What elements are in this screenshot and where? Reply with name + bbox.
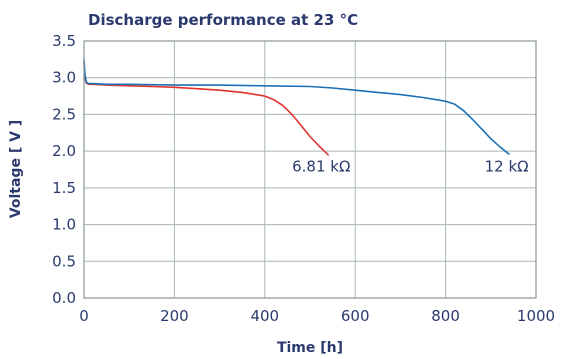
plot-frame [83,40,537,299]
y-tick-label: 1.0 [52,216,76,234]
tick-layer: 0 200 400 600 800 1000 0.0 0.5 1.0 1.5 2.0 2.5 3.0 3.… [52,32,555,325]
y-tick-label: 0.5 [52,252,76,270]
y-tick-label: 0.0 [52,289,76,307]
x-tick-label: 1000 [517,307,555,325]
x-tick-label: 600 [341,307,370,325]
series-line-6-81k [83,62,329,156]
series-annotation: 6.81 kΩ [292,158,350,176]
y-tick-label: 2.0 [52,142,76,160]
series-layer [83,58,510,156]
x-tick-label: 800 [431,307,460,325]
x-tick-label: 0 [79,307,89,325]
y-tick-label: 2.5 [52,105,76,123]
chart-title: Discharge performance at 23 °C [88,11,358,29]
y-tick-label: 1.5 [52,179,76,197]
grid-layer [84,41,536,298]
y-tick-label: 3.0 [52,69,76,87]
y-tick-label: 3.5 [52,32,76,50]
x-tick-label: 400 [250,307,279,325]
x-tick-label: 200 [160,307,189,325]
annotation-layer: 6.81 kΩ 12 kΩ [292,158,528,176]
x-axis-label: Time [h] [277,340,343,356]
series-annotation: 12 kΩ [485,158,529,176]
series-line-12k [83,58,510,155]
y-axis-label: Voltage [ V ] [8,120,24,218]
